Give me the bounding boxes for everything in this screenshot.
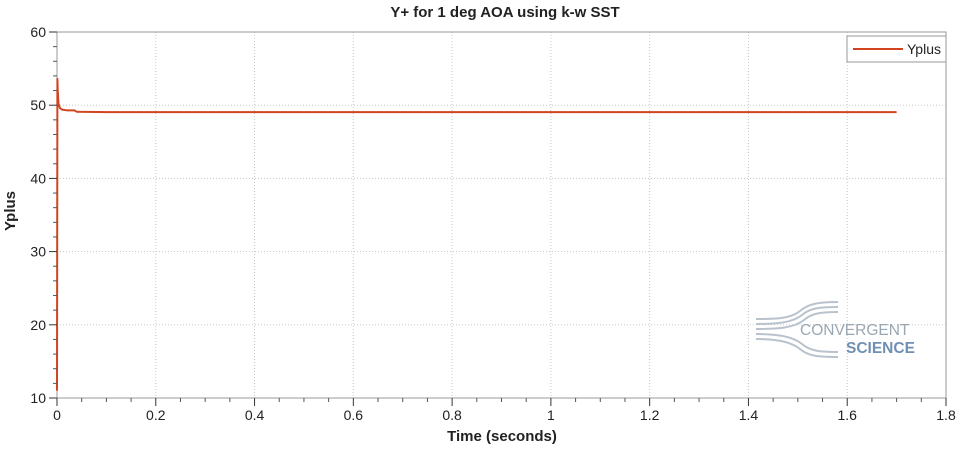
- axes: 0 0.2 0.4 0.6 0.8 1 1.2 1.4 1.6 1.8 10 20 30 40 50 60: [30, 24, 956, 423]
- x-tick-label: 0.8: [442, 407, 462, 423]
- y-tick-label: 10: [30, 390, 46, 406]
- x-tick-label: 0.6: [344, 407, 364, 423]
- logo-text-line1: CONVERGENT: [800, 322, 910, 339]
- x-tick-label: 1.6: [837, 407, 857, 423]
- y-tick-label: 50: [30, 97, 46, 113]
- x-tick-label: 0.4: [245, 407, 265, 423]
- x-tick-label: 1.2: [640, 407, 660, 423]
- y-axis-label: Yplus: [2, 191, 19, 231]
- chart-title: Y+ for 1 deg AOA using k-w SST: [390, 4, 619, 21]
- series-layer: [56, 77, 897, 391]
- x-tick-label: 1.4: [739, 407, 759, 423]
- y-tick-label: 30: [30, 244, 46, 260]
- logo-text-line2: SCIENCE: [846, 340, 915, 357]
- grid-lines: [57, 32, 946, 398]
- x-axis-label: Time (seconds): [447, 428, 557, 445]
- x-tick-label: 1.8: [936, 407, 956, 423]
- y-tick-label: 40: [30, 170, 46, 186]
- x-tick-label: 0: [53, 407, 61, 423]
- series-line-yplus: [56, 77, 897, 391]
- y-tick-label: 60: [30, 24, 46, 40]
- legend: Yplus: [846, 35, 947, 63]
- y-tick-label: 20: [30, 317, 46, 333]
- legend-label-yplus: Yplus: [907, 41, 941, 57]
- x-tick-label: 1: [547, 407, 555, 423]
- x-tick-label: 0.2: [146, 407, 166, 423]
- convergent-science-logo: CONVERGENT SCIENCE: [755, 301, 915, 358]
